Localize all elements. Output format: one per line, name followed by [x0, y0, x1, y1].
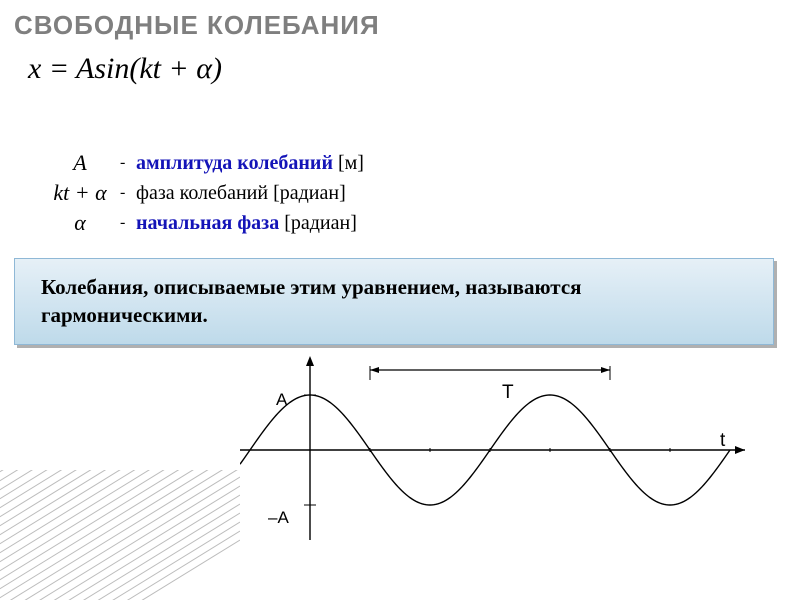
definition-symbol: kt + α — [40, 180, 120, 206]
corner-decoration-svg — [0, 470, 240, 600]
label-A: A — [276, 390, 287, 410]
definition-text: начальная фаза [радиан] — [136, 212, 357, 235]
definition-dash: - — [120, 214, 136, 232]
label-minusA: –A — [268, 508, 289, 528]
definitions-block: A-амплитуда колебаний [м]kt + α-фаза кол… — [40, 150, 364, 240]
title-text: СВОБОДНЫЕ КОЛЕБАНИЯ — [14, 10, 380, 40]
definition-row: α-начальная фаза [радиан] — [40, 210, 364, 236]
definition-text: фаза колебаний [радиан] — [136, 182, 346, 205]
label-T: T — [502, 382, 514, 404]
definition-symbol: α — [40, 210, 120, 236]
definition-row: kt + α-фаза колебаний [радиан] — [40, 180, 364, 206]
page-title: СВОБОДНЫЕ КОЛЕБАНИЯ — [14, 10, 380, 41]
sine-chart: A –A T t — [240, 350, 780, 560]
definition-text: амплитуда колебаний [м] — [136, 152, 364, 175]
corner-decoration — [0, 470, 240, 600]
main-formula: x = Asin(kt + α) — [28, 52, 222, 86]
sine-chart-svg — [240, 350, 760, 550]
callout-text: Колебания, описываемые этим уравнением, … — [41, 275, 582, 327]
label-t: t — [720, 430, 725, 452]
definition-dash: - — [120, 184, 136, 202]
definition-row: A-амплитуда колебаний [м] — [40, 150, 364, 176]
callout-box: Колебания, описываемые этим уравнением, … — [14, 258, 774, 345]
definition-dash: - — [120, 154, 136, 172]
definition-symbol: A — [40, 150, 120, 176]
formula-text: x = Asin(kt + α) — [28, 52, 222, 85]
